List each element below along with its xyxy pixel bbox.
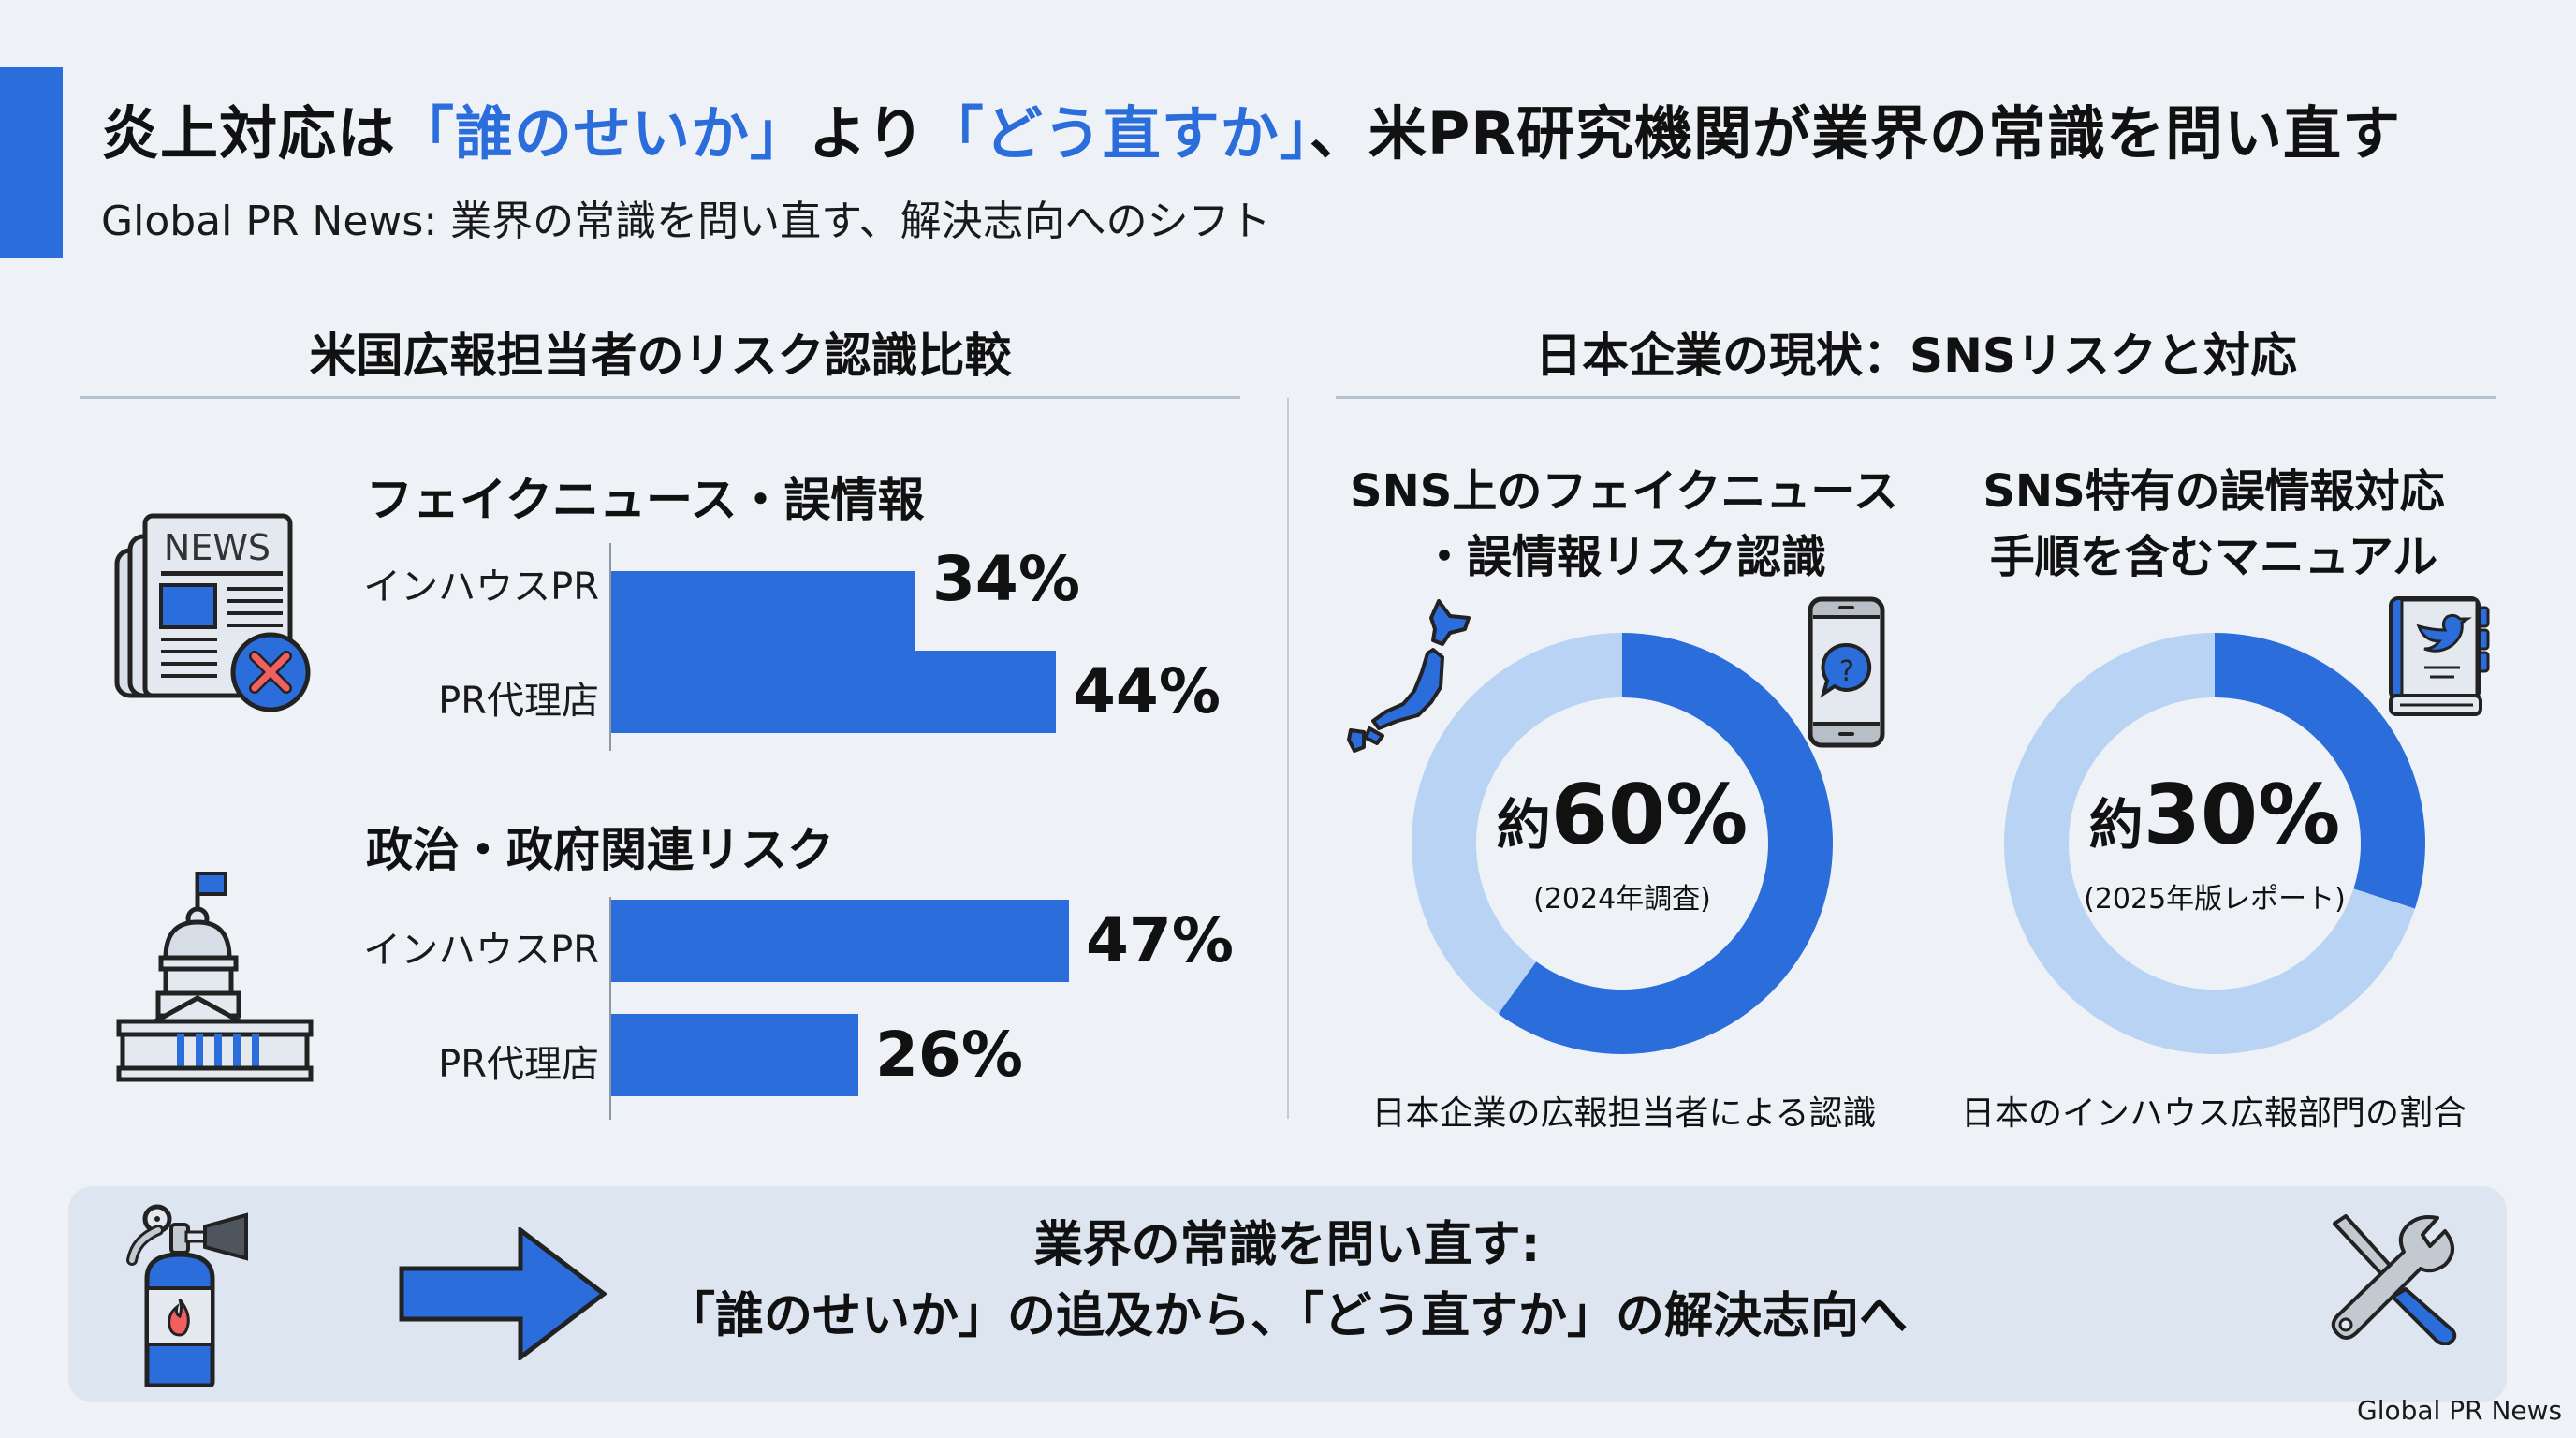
donut-caption: 日本企業の広報担当者による認識 (1371, 1094, 1877, 1133)
donut-title-line: SNS特有の誤情報対応 (1983, 465, 2445, 518)
donut-note: (2025年版レポート) (2084, 883, 2346, 916)
donut-title-line: 手順を含むマニュアル (1989, 531, 2438, 583)
bar-inhouse-fake-news (611, 571, 915, 653)
donut-value-prefix: 約 (2088, 793, 2144, 857)
bar-axis (609, 897, 611, 1120)
donut-value-number: 30% (2143, 767, 2341, 863)
title-accent-bar (0, 67, 63, 258)
smartphone-question-icon: ? (1808, 596, 1885, 748)
japan-map-icon (1345, 597, 1479, 753)
bar-value: 47% (1086, 904, 1234, 976)
left-section-divider (80, 396, 1240, 399)
group-title-political: 政治・政府関連リスク (366, 823, 834, 877)
title-part-3: 、米PR研究機関が業界の常識を問い直す (1309, 99, 2401, 168)
bar-agency-political (611, 1014, 858, 1096)
donut-title-manual: SNS特有の誤情報対応 手順を含むマニュアル (1928, 459, 2499, 590)
wrench-screwdriver-icon (2329, 1212, 2462, 1346)
bar-agency-fake-news (611, 651, 1056, 733)
column-divider (1287, 398, 1289, 1119)
svg-text:?: ? (1839, 655, 1854, 688)
right-section-divider (1336, 396, 2496, 399)
donut-caption: 日本のインハウス広報部門の割合 (1960, 1094, 2466, 1133)
page-title: 炎上対応は「誰のせいか」より「どう直すか」、米PR研究機関が業界の常識を問い直す (101, 86, 2401, 170)
bar-label: インハウスPR (363, 929, 599, 972)
bar-value: 34% (932, 543, 1080, 615)
left-section-title: 米国広報担当者のリスク認識比較 (309, 329, 1012, 383)
donut-note: (2024年調査) (1533, 883, 1711, 916)
bar-value: 44% (1073, 655, 1221, 727)
bar-axis (609, 543, 611, 751)
donut-value: 約30% (2089, 770, 2341, 870)
fire-extinguisher-icon (126, 1202, 250, 1389)
banner-text: 業界の常識を問い直す: 「誰のせいか」の追及から、「どう直すか」の解決志向へ (468, 1210, 2106, 1352)
newspaper-x-icon: NEWS (110, 508, 320, 714)
svg-text:NEWS: NEWS (164, 527, 271, 568)
banner-line-2: 「誰のせいか」の追及から、「どう直すか」の解決志向へ (666, 1288, 1908, 1344)
title-part-1: 炎上対応は (101, 99, 397, 168)
banner-line-1: 業界の常識を問い直す: (1033, 1217, 1541, 1273)
manual-book-bird-icon (2387, 594, 2495, 718)
donut-value: 約60% (1497, 770, 1749, 870)
bar-label: PR代理店 (438, 1043, 599, 1086)
bar-label: PR代理店 (438, 680, 599, 723)
title-highlight-2: 「どう直すか」 (925, 99, 1310, 168)
footer-source: Global PR News (2357, 1395, 2563, 1426)
title-part-2: より (809, 99, 926, 168)
donut-center: 約60% (2024年調査) (1476, 697, 1768, 990)
capitol-building-icon (110, 866, 320, 1083)
title-highlight-1: 「誰のせいか」 (396, 99, 810, 168)
group-title-fake-news: フェイクニュース・誤情報 (366, 473, 925, 527)
bar-inhouse-political (611, 900, 1069, 982)
donut-value-prefix: 約 (1496, 793, 1551, 857)
donut-title-risk-awareness: SNS上のフェイクニュース ・誤情報リスク認識 (1339, 459, 1910, 590)
donut-center: 約30% (2025年版レポート) (2069, 697, 2361, 990)
bar-label: インハウスPR (363, 565, 599, 609)
page-subtitle: Global PR News: 業界の常識を問い直す、解決志向へのシフト (101, 198, 1271, 245)
bar-value: 26% (875, 1019, 1023, 1091)
donut-title-line: ・誤情報リスク認識 (1421, 531, 1826, 583)
donut-value-number: 60% (1550, 767, 1749, 863)
right-arrow-icon (399, 1225, 608, 1363)
right-section-title: 日本企業の現状：SNSリスクと対応 (1535, 329, 2297, 383)
donut-title-line: SNS上のフェイクニュース (1350, 465, 1898, 518)
